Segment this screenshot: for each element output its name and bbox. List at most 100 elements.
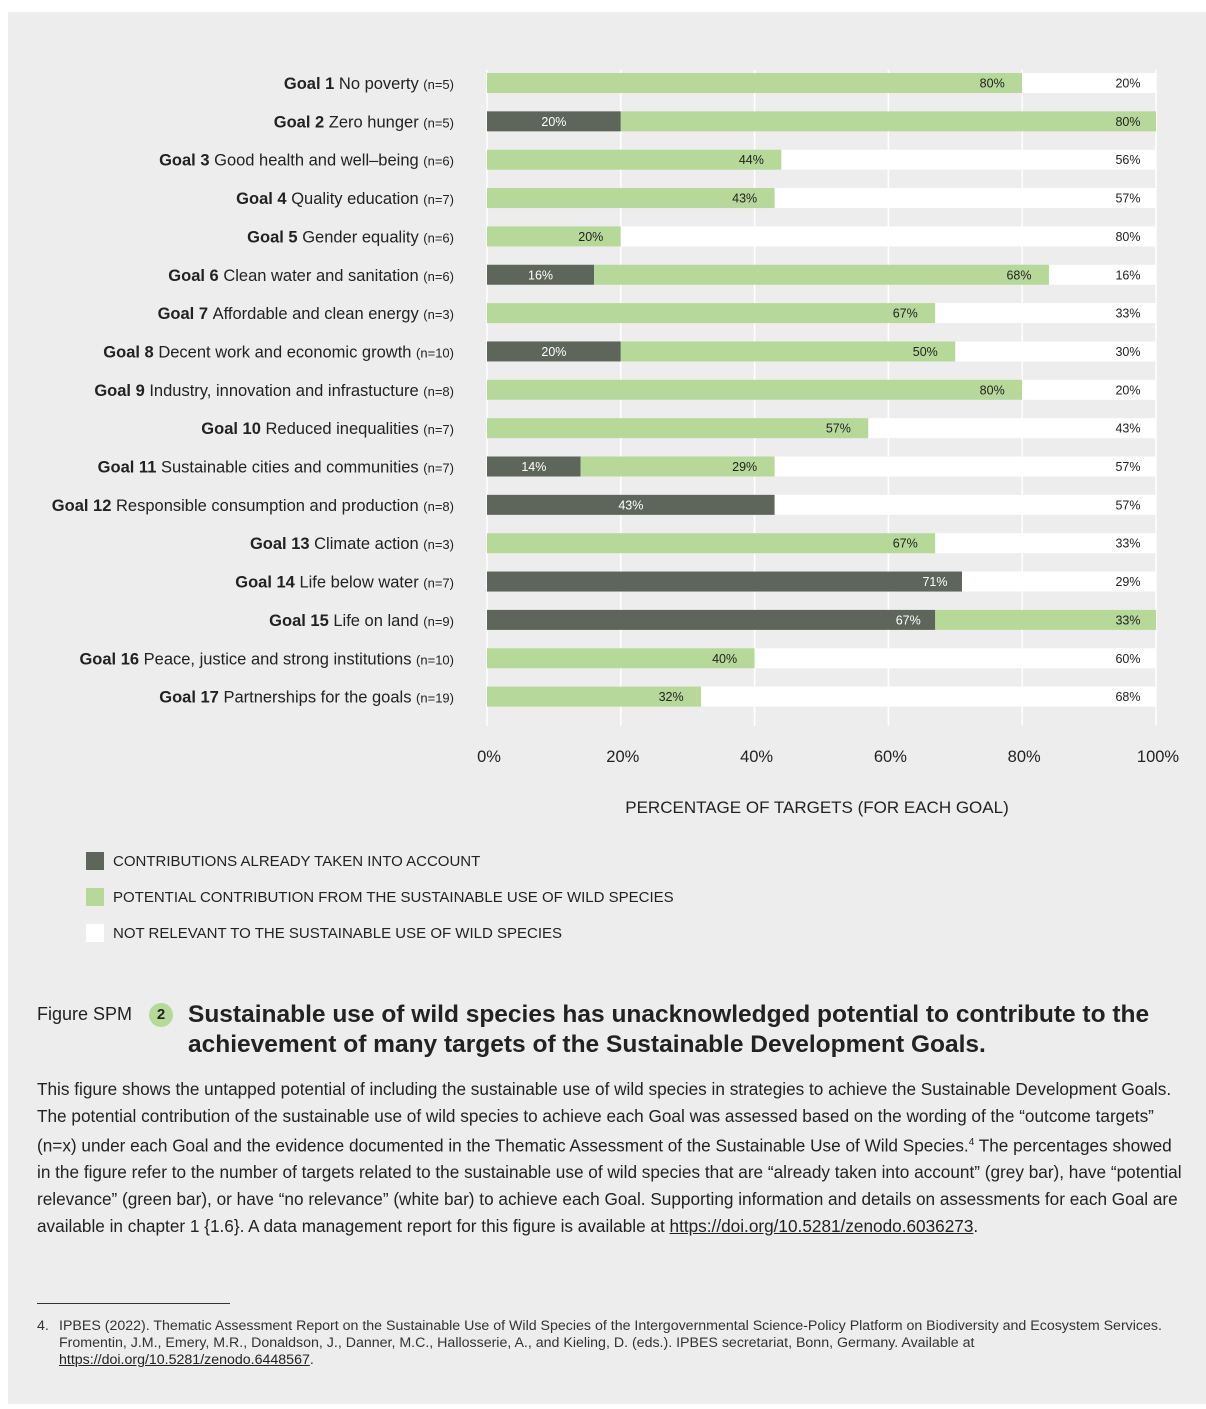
bar-value-label: 20% <box>541 115 566 129</box>
bar-segment-not-relevant <box>961 571 1156 592</box>
bar-segment-not-relevant <box>868 418 1156 439</box>
bar-segment-potential <box>620 341 956 362</box>
bars-layer: 80% 20% 20% 80% 44% 56% 43% 57% 20% 80% 16% 68% 16% 6… <box>487 73 1156 707</box>
category-label: Goal 12 Responsible consumption and prod… <box>52 497 454 515</box>
description-text-2: The percentages showed in the figure ref… <box>37 1135 1182 1236</box>
bar-segment-potential <box>935 609 1156 630</box>
bar-segment-potential <box>487 533 936 554</box>
bar-segment-not-relevant <box>781 149 1156 170</box>
category-label: Goal 13 Climate action (n=3) <box>250 535 454 553</box>
category-label: Goal 4 Quality education (n=7) <box>236 190 454 208</box>
bar-segment-not-relevant <box>1022 73 1156 93</box>
bar-segment-not-relevant <box>754 648 1156 669</box>
legend-label-not-relevant: NOT RELEVANT TO THE SUSTAINABLE USE OF W… <box>113 924 563 942</box>
bar-segment-not-relevant <box>774 188 1156 209</box>
figure-title: Sustainable use of wild species has unac… <box>188 1001 1150 1058</box>
x-tick-label: 60% <box>874 748 907 766</box>
bar-value-label: 43% <box>732 192 757 206</box>
bar-segment-not-relevant <box>1048 264 1156 285</box>
legend-label-potential: POTENTIAL CONTRIBUTION FROM THE SUSTAINA… <box>113 888 674 906</box>
bar-segment-potential <box>487 149 782 170</box>
figure-label: Figure SPM <box>37 1004 133 1024</box>
bar-value-label: 56% <box>1115 153 1140 167</box>
footnote-end: . <box>309 1352 314 1368</box>
bar-segment-not-relevant <box>1022 379 1156 400</box>
bar-value-label: 60% <box>1115 652 1140 666</box>
bar-segment-potential <box>487 73 1023 93</box>
bar-value-label: 80% <box>980 383 1005 397</box>
footnote-number: 4. <box>37 1318 49 1334</box>
category-label: Goal 2 Zero hunger (n=5) <box>274 113 454 131</box>
bar-segment-taken <box>487 494 775 515</box>
footnote-reference[interactable]: 4 <box>968 1136 975 1148</box>
category-label: Goal 10 Reduced inequalities (n=7) <box>201 420 454 438</box>
bar-segment-not-relevant <box>774 456 1156 477</box>
bar-segment-potential <box>487 379 1023 400</box>
category-label: Goal 14 Life below water (n=7) <box>235 574 454 592</box>
footnote-link[interactable]: https://doi.org/10.5281/zenodo.6448567 <box>59 1352 310 1368</box>
bar-value-label: 20% <box>578 230 603 244</box>
figure-description: This figure shows the untapped potential… <box>37 1076 1187 1240</box>
bar-segment-taken <box>487 341 621 362</box>
bar-segment-taken <box>487 571 962 592</box>
bar-value-label: 33% <box>1115 307 1140 321</box>
bar-value-label: 50% <box>913 345 938 359</box>
legend-swatch-white <box>86 924 104 942</box>
bar-segment-potential <box>620 111 1156 132</box>
bar-value-label: 14% <box>521 460 546 474</box>
category-label: Goal 11 Sustainable cities and communiti… <box>98 459 454 477</box>
category-label: Goal 8 Decent work and economic growth (… <box>103 343 454 361</box>
bar-value-label: 30% <box>1115 345 1140 359</box>
category-label: Goal 6 Clean water and sanitation (n=6) <box>168 267 454 285</box>
bar-value-label: 57% <box>1115 192 1140 206</box>
bar-value-label: 67% <box>893 537 918 551</box>
bar-segment-taken <box>487 111 621 132</box>
description-end: . <box>973 1215 979 1236</box>
category-labels: Goal 1 No poverty (n=5) Goal 2 Zero hunge… <box>52 75 454 707</box>
legend-swatch-dark <box>86 852 104 870</box>
x-tick-labels: 0% 20% 40% 60% 80% 100% <box>477 748 1179 766</box>
bar-value-label: 80% <box>1115 230 1140 244</box>
bar-value-label: 57% <box>826 422 851 436</box>
bar-value-label: 33% <box>1115 537 1140 551</box>
bar-segment-potential <box>594 264 1049 285</box>
bar-value-label: 80% <box>1115 115 1140 129</box>
bar-segment-not-relevant <box>935 303 1156 324</box>
bar-value-label: 20% <box>1115 383 1140 397</box>
bar-segment-taken <box>487 264 595 285</box>
x-tick-label: 40% <box>740 748 773 766</box>
bar-value-label: 20% <box>541 345 566 359</box>
bar-value-label: 20% <box>1115 77 1140 91</box>
bar-value-label: 33% <box>1115 613 1140 627</box>
category-label: Goal 17 Partnerships for the goals (n=19… <box>159 689 454 707</box>
category-label: Goal 1 No poverty (n=5) <box>284 75 454 93</box>
bar-value-label: 68% <box>1006 268 1031 282</box>
category-label: Goal 16 Peace, justice and strong instit… <box>79 650 454 668</box>
bar-value-label: 71% <box>922 575 947 589</box>
bar-segment-potential <box>487 418 869 439</box>
category-label: Goal 3 Good health and well–being (n=6) <box>159 152 454 170</box>
bar-value-label: 57% <box>1115 460 1140 474</box>
legend-label-taken: CONTRIBUTIONS ALREADY TAKEN INTO ACCOUNT <box>113 852 481 870</box>
bar-segment-not-relevant <box>701 686 1156 707</box>
legend-swatch-green <box>86 888 104 906</box>
bar-value-label: 57% <box>1115 498 1140 512</box>
category-label: Goal 7 Affordable and clean energy (n=3) <box>158 305 454 323</box>
category-label: Goal 9 Industry, innovation and infrastu… <box>94 382 454 400</box>
bar-segment-not-relevant <box>620 226 1156 247</box>
bar-value-label: 44% <box>739 153 764 167</box>
bar-segment-taken <box>487 609 936 630</box>
category-label: Goal 5 Gender equality (n=6) <box>247 228 454 246</box>
bar-value-label: 68% <box>1115 690 1140 704</box>
legend-item-not-relevant: NOT RELEVANT TO THE SUSTAINABLE USE OF W… <box>86 924 562 942</box>
data-report-link[interactable]: https://doi.org/10.5281/zenodo.6036273 <box>669 1215 974 1236</box>
footnote-divider <box>37 1303 230 1304</box>
legend-item-potential: POTENTIAL CONTRIBUTION FROM THE SUSTAINA… <box>86 888 674 906</box>
stacked-bar-chart: 80% 20% 20% 80% 44% 56% 43% 57% 20% 80% 16% 68% 16% 6… <box>52 70 1179 817</box>
x-axis-title: PERCENTAGE OF TARGETS (FOR EACH GOAL) <box>625 798 1009 817</box>
bar-value-label: 16% <box>528 268 553 282</box>
legend-item-taken: CONTRIBUTIONS ALREADY TAKEN INTO ACCOUNT <box>86 852 480 870</box>
bar-segment-not-relevant <box>955 341 1156 362</box>
bar-value-label: 16% <box>1115 268 1140 282</box>
bar-segment-potential <box>487 648 755 669</box>
